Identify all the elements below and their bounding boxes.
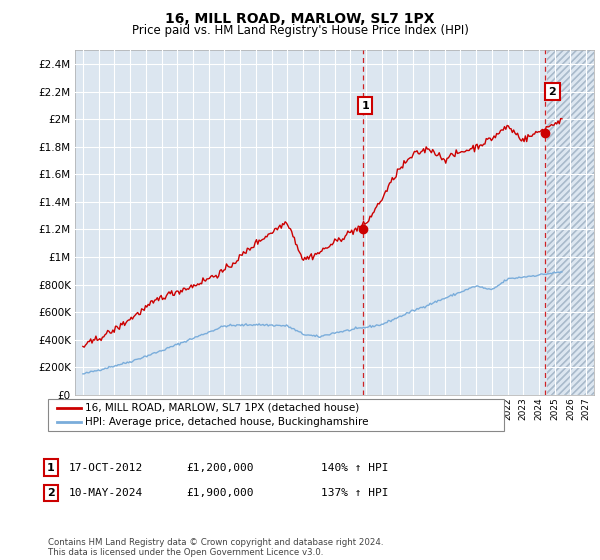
Bar [547, 50, 594, 395]
Text: 1: 1 [47, 463, 55, 473]
Text: 16, MILL ROAD, MARLOW, SL7 1PX (detached house): 16, MILL ROAD, MARLOW, SL7 1PX (detached… [85, 403, 359, 413]
Text: 17-OCT-2012: 17-OCT-2012 [69, 463, 143, 473]
Text: HPI: Average price, detached house, Buckinghamshire: HPI: Average price, detached house, Buck… [85, 417, 368, 427]
Text: 16, MILL ROAD, MARLOW, SL7 1PX: 16, MILL ROAD, MARLOW, SL7 1PX [165, 12, 435, 26]
Bar [547, 50, 594, 395]
Text: 10-MAY-2024: 10-MAY-2024 [69, 488, 143, 498]
Text: £1,200,000: £1,200,000 [186, 463, 254, 473]
Text: £1,900,000: £1,900,000 [186, 488, 254, 498]
Text: 140% ↑ HPI: 140% ↑ HPI [321, 463, 389, 473]
Text: 137% ↑ HPI: 137% ↑ HPI [321, 488, 389, 498]
Text: Price paid vs. HM Land Registry's House Price Index (HPI): Price paid vs. HM Land Registry's House … [131, 24, 469, 37]
Bar [547, 50, 594, 395]
Text: 2: 2 [47, 488, 55, 498]
Text: Contains HM Land Registry data © Crown copyright and database right 2024.
This d: Contains HM Land Registry data © Crown c… [48, 538, 383, 557]
Text: 2: 2 [548, 87, 556, 97]
Text: 1: 1 [361, 100, 369, 110]
